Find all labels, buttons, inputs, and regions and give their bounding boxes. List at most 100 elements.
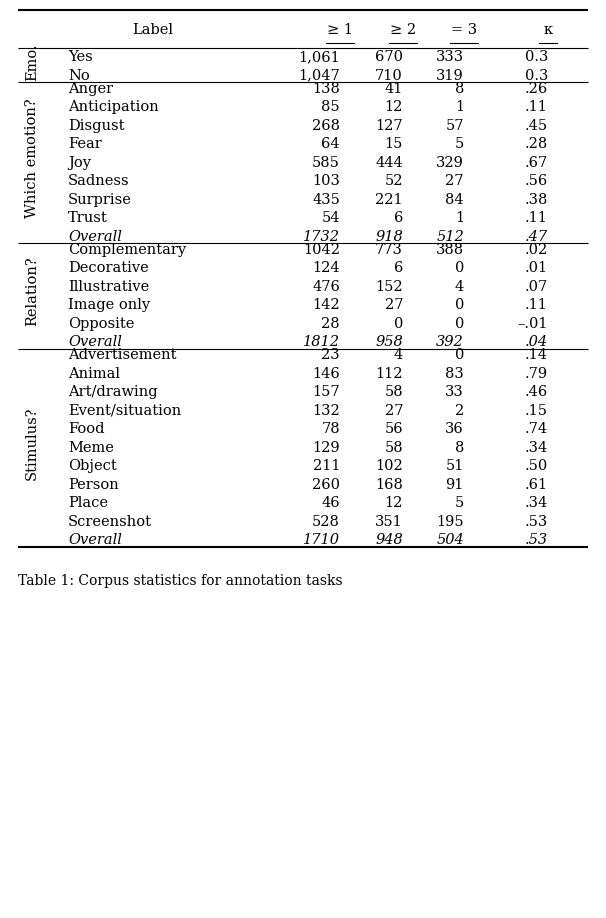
Text: ≥ 2: ≥ 2 [390,23,416,37]
Text: .53: .53 [525,515,548,529]
Text: 129: 129 [312,441,340,454]
Text: .67: .67 [525,156,548,170]
Text: Emo.: Emo. [25,43,39,81]
Text: .07: .07 [525,280,548,294]
Text: .11: .11 [525,100,548,114]
Text: .79: .79 [525,366,548,381]
Text: 0.3: 0.3 [525,69,548,83]
Text: 51: 51 [445,459,464,473]
Text: = 3: = 3 [451,23,477,37]
Text: κ: κ [544,23,553,37]
Text: 1042: 1042 [303,242,340,257]
Text: 58: 58 [384,385,403,399]
Text: 15: 15 [385,137,403,151]
Text: 58: 58 [384,441,403,454]
Text: Anger: Anger [68,82,113,95]
Text: .34: .34 [525,441,548,454]
Text: 1,061: 1,061 [298,50,340,64]
Text: Surprise: Surprise [68,193,132,207]
Text: 28: 28 [321,317,340,330]
Text: Label: Label [133,23,173,37]
Text: 319: 319 [436,69,464,83]
Text: 0: 0 [454,317,464,330]
Text: Overall: Overall [68,230,122,243]
Text: .74: .74 [525,422,548,436]
Text: Image only: Image only [68,298,150,312]
Text: 1732: 1732 [303,230,340,243]
Text: Which emotion?: Which emotion? [25,98,39,218]
Text: 444: 444 [375,156,403,170]
Text: Yes: Yes [68,50,93,64]
Text: 85: 85 [321,100,340,114]
Text: 132: 132 [312,404,340,418]
Text: 1710: 1710 [303,533,340,547]
Text: Art/drawing: Art/drawing [68,385,158,399]
Text: 78: 78 [321,422,340,436]
Text: .11: .11 [525,298,548,312]
Text: 124: 124 [312,261,340,275]
Text: .46: .46 [525,385,548,399]
Text: .04: .04 [525,335,548,349]
Text: Overall: Overall [68,335,122,349]
Text: 0: 0 [394,317,403,330]
Text: Event/situation: Event/situation [68,404,181,418]
Text: Disgust: Disgust [68,118,124,133]
Text: .02: .02 [525,242,548,257]
Text: 351: 351 [375,515,403,529]
Text: Illustrative: Illustrative [68,280,149,294]
Text: 57: 57 [445,118,464,133]
Text: 8: 8 [454,82,464,95]
Text: 112: 112 [376,366,403,381]
Text: 6: 6 [394,261,403,275]
Text: 1: 1 [455,211,464,225]
Text: Person: Person [68,477,119,492]
Text: 958: 958 [375,335,403,349]
Text: 0: 0 [454,261,464,275]
Text: 157: 157 [312,385,340,399]
Text: 102: 102 [375,459,403,473]
Text: 1,047: 1,047 [298,69,340,83]
Text: Relation?: Relation? [25,256,39,326]
Text: .01: .01 [525,261,548,275]
Text: 5: 5 [454,496,464,510]
Text: 36: 36 [445,422,464,436]
Text: .50: .50 [525,459,548,473]
Text: .47: .47 [525,230,548,243]
Text: 504: 504 [436,533,464,547]
Text: 91: 91 [445,477,464,492]
Text: Table 1: Corpus statistics for annotation tasks: Table 1: Corpus statistics for annotatio… [18,574,342,588]
Text: 211: 211 [313,459,340,473]
Text: Object: Object [68,459,117,473]
Text: 585: 585 [312,156,340,170]
Text: 1812: 1812 [303,335,340,349]
Text: 0: 0 [454,298,464,312]
Text: .14: .14 [525,348,548,362]
Text: 918: 918 [375,230,403,243]
Text: Anticipation: Anticipation [68,100,159,114]
Text: 41: 41 [385,82,403,95]
Text: Food: Food [68,422,104,436]
Text: .26: .26 [525,82,548,95]
Text: ≥ 1: ≥ 1 [327,23,353,37]
Text: Place: Place [68,496,108,510]
Text: 152: 152 [375,280,403,294]
Text: 4: 4 [454,280,464,294]
Text: 27: 27 [445,174,464,188]
Text: .61: .61 [525,477,548,492]
Text: 142: 142 [312,298,340,312]
Text: 195: 195 [436,515,464,529]
Text: 168: 168 [375,477,403,492]
Text: Stimulus?: Stimulus? [25,407,39,480]
Text: Meme: Meme [68,441,114,454]
Text: Advertisement: Advertisement [68,348,176,362]
Text: .28: .28 [525,137,548,151]
Text: .45: .45 [525,118,548,133]
Text: 127: 127 [375,118,403,133]
Text: 8: 8 [454,441,464,454]
Text: 528: 528 [312,515,340,529]
Text: .15: .15 [525,404,548,418]
Text: 27: 27 [384,298,403,312]
Text: 392: 392 [436,335,464,349]
Text: 435: 435 [312,193,340,207]
Text: 46: 46 [321,496,340,510]
